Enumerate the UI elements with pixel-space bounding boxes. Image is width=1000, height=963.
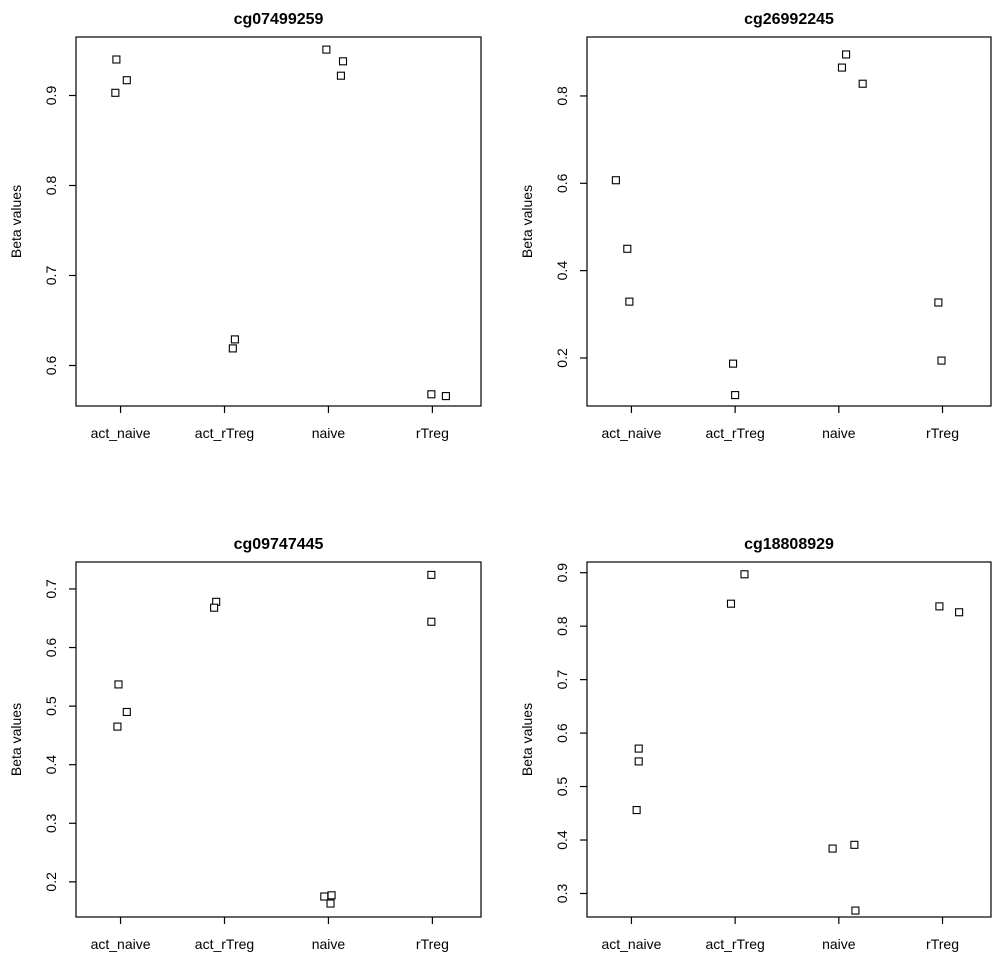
y-tick-label: 0.5 xyxy=(43,696,59,716)
y-tick-label: 0.5 xyxy=(554,777,570,797)
data-point xyxy=(611,176,620,185)
x-tick-label: rTreg xyxy=(416,936,449,952)
x-tick-label: act_rTreg xyxy=(705,425,764,441)
data-point xyxy=(851,906,860,915)
data-point xyxy=(441,392,450,401)
y-axis-title: Beta values xyxy=(519,185,535,258)
panel-cg26992245: cg26992245 0.2 0.4 0.6 0.8 Beta values act_nai… xyxy=(519,11,992,441)
data-point xyxy=(842,50,851,59)
plot-frame xyxy=(75,36,482,407)
chart-title: cg09747445 xyxy=(234,536,324,553)
data-point xyxy=(850,840,859,849)
x-tick-label: rTreg xyxy=(926,936,959,952)
y-tick-label: 0.4 xyxy=(554,261,570,281)
panel-cg09747445: cg09747445 0.2 0.3 0.4 0.5 0.6 0.7 Beta values a… xyxy=(8,536,482,952)
plot-frame xyxy=(586,36,992,407)
y-tick-label: 0.6 xyxy=(554,173,570,193)
y-tick-label: 0.8 xyxy=(554,86,570,106)
panel-cg18808929: cg18808929 0.3 0.4 0.5 0.6 0.7 0.8 0.9 Beta valu… xyxy=(519,536,992,952)
y-tick-label: 0.4 xyxy=(43,755,59,775)
data-point xyxy=(634,757,643,766)
data-point xyxy=(336,71,345,80)
x-tick-label: act_naive xyxy=(601,936,661,952)
data-point xyxy=(623,244,632,253)
y-tick-label: 0.7 xyxy=(554,670,570,690)
y-tick-label: 0.6 xyxy=(554,723,570,743)
y-tick-label: 0.2 xyxy=(554,348,570,368)
data-point xyxy=(955,608,964,617)
plot-frame xyxy=(75,561,482,918)
data-point xyxy=(122,76,131,85)
x-tick-label: rTreg xyxy=(416,425,449,441)
y-tick-label: 0.3 xyxy=(43,813,59,833)
x-tick-label: naive xyxy=(822,936,856,952)
data-point xyxy=(935,602,944,611)
data-point xyxy=(114,680,123,689)
chart-title: cg07499259 xyxy=(234,11,324,28)
data-point xyxy=(427,390,436,399)
plot-frame xyxy=(586,561,992,918)
data-point xyxy=(427,570,436,579)
x-tick-label: rTreg xyxy=(926,425,959,441)
y-tick-label: 0.8 xyxy=(554,616,570,636)
x-tick-label: act_rTreg xyxy=(195,425,254,441)
data-point xyxy=(858,79,867,88)
data-point xyxy=(937,356,946,365)
data-point xyxy=(634,744,643,753)
x-tick-label: naive xyxy=(312,936,346,952)
x-tick-label: act_rTreg xyxy=(195,936,254,952)
y-tick-label: 0.4 xyxy=(554,830,570,850)
chart-title: cg26992245 xyxy=(744,11,834,28)
data-point xyxy=(934,298,943,307)
chart-title: cg18808929 xyxy=(744,536,834,553)
y-tick-label: 0.9 xyxy=(43,86,59,106)
y-tick-label: 0.9 xyxy=(554,563,570,583)
x-tick-label: act_naive xyxy=(91,936,151,952)
data-point xyxy=(837,63,846,72)
data-point xyxy=(327,891,336,900)
data-point xyxy=(111,88,120,97)
y-tick-label: 0.6 xyxy=(43,638,59,658)
data-point xyxy=(828,844,837,853)
data-point xyxy=(729,359,738,368)
y-axis-title: Beta values xyxy=(519,703,535,776)
data-point xyxy=(740,570,749,579)
x-tick-label: naive xyxy=(822,425,856,441)
y-tick-label: 0.7 xyxy=(43,579,59,599)
x-tick-label: act_rTreg xyxy=(705,936,764,952)
data-point xyxy=(625,297,634,306)
data-point xyxy=(122,707,131,717)
data-point xyxy=(338,57,348,66)
data-point xyxy=(210,603,219,612)
data-point xyxy=(731,391,740,400)
y-tick-label: 0.6 xyxy=(43,356,59,376)
y-axis-title: Beta values xyxy=(8,703,24,776)
data-point xyxy=(320,892,329,901)
data-point xyxy=(112,55,121,64)
data-point xyxy=(726,599,736,608)
data-point xyxy=(427,617,436,626)
x-tick-label: act_naive xyxy=(601,425,661,441)
y-tick-label: 0.2 xyxy=(43,872,59,892)
x-tick-label: naive xyxy=(312,425,346,441)
y-tick-label: 0.3 xyxy=(554,884,570,904)
data-point xyxy=(326,899,335,908)
y-axis-title: Beta values xyxy=(8,185,24,258)
data-point xyxy=(113,722,122,731)
data-point xyxy=(632,806,641,815)
data-point xyxy=(230,335,239,344)
y-tick-label: 0.8 xyxy=(43,176,59,196)
data-point xyxy=(322,45,331,54)
panel-cg07499259: cg07499259 0.6 0.7 0.8 0.9 Beta values act_nai… xyxy=(8,11,482,441)
x-tick-label: act_naive xyxy=(91,425,151,441)
y-tick-label: 0.7 xyxy=(43,266,59,286)
data-point xyxy=(228,344,237,353)
